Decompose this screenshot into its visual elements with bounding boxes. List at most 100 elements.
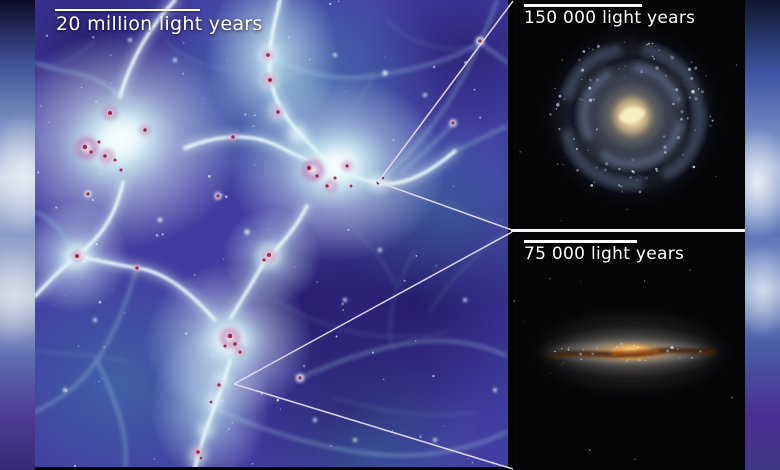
star-speckle	[687, 67, 692, 72]
star-speckle	[562, 163, 565, 166]
star-speckle	[647, 356, 649, 359]
star-speckle	[392, 139, 395, 142]
star-speckle	[81, 254, 83, 256]
star-speckle	[590, 184, 593, 187]
star-speckle	[135, 51, 138, 54]
star-speckle	[680, 256, 683, 259]
star-speckle	[435, 264, 438, 268]
star-speckle	[220, 193, 223, 196]
star-speckle	[558, 128, 561, 131]
star-speckle	[581, 68, 585, 72]
star-speckle	[403, 279, 406, 282]
face-on-galaxy-art	[519, 24, 738, 222]
star-speckle	[615, 346, 618, 349]
star-speckle	[624, 65, 627, 68]
star-speckle	[639, 359, 642, 361]
star-speckle	[371, 351, 374, 354]
star-speckle	[620, 190, 623, 193]
star-speckle	[513, 300, 516, 302]
star-speckle	[573, 138, 576, 140]
star-speckle	[211, 354, 214, 357]
star-speckle	[98, 300, 102, 304]
star-speckle	[279, 408, 281, 410]
star-speckle	[575, 147, 579, 151]
star-speckle	[560, 219, 562, 222]
star-speckle	[287, 36, 290, 39]
star-speckle	[653, 57, 656, 60]
star-speckle	[95, 243, 99, 246]
star-speckle	[595, 128, 598, 131]
star-speckle	[561, 59, 564, 62]
star-speckle	[581, 78, 583, 81]
star-speckle	[73, 464, 77, 467]
star-speckle	[468, 458, 470, 460]
star-speckle	[564, 157, 566, 159]
star-speckle	[91, 198, 94, 202]
star-speckle	[276, 398, 280, 402]
scale-bar	[524, 4, 642, 7]
star-speckle	[700, 90, 705, 94]
star-speckle	[680, 109, 684, 114]
star-speckle	[429, 126, 431, 128]
star-speckle	[688, 96, 692, 99]
cluster-glows-layer	[57, 41, 389, 466]
star-speckle	[338, 0, 340, 2]
star-speckle	[596, 78, 599, 81]
star-speckle	[578, 58, 581, 61]
star-speckle	[637, 358, 641, 362]
star-speckle	[669, 55, 672, 57]
star-speckle	[554, 350, 556, 353]
star-speckle	[580, 358, 583, 360]
star-speckle	[582, 50, 586, 53]
star-speckle	[329, 2, 332, 5]
star-speckle	[694, 66, 698, 70]
star-speckle	[588, 98, 593, 102]
star-speckle	[631, 170, 634, 173]
star-speckle	[55, 206, 58, 209]
star-speckle	[679, 357, 681, 359]
star-speckle	[634, 458, 636, 461]
star-speckle	[563, 362, 565, 364]
star-speckle	[549, 372, 552, 374]
star-speckle	[622, 256, 625, 259]
star-speckle	[568, 346, 570, 348]
star-speckle	[152, 25, 155, 28]
star-speckle	[731, 396, 733, 399]
star-speckle	[618, 68, 620, 70]
star-speckle	[735, 64, 738, 66]
star-speckle	[592, 98, 596, 101]
star-speckle	[252, 125, 255, 128]
star-speckle	[347, 228, 350, 231]
star-speckle	[153, 458, 155, 460]
star-speckle	[260, 393, 263, 395]
star-speckle	[415, 255, 418, 257]
star-speckle	[335, 335, 338, 338]
star-speckle	[691, 89, 695, 94]
star-speckle	[705, 75, 707, 77]
star-speckle	[560, 347, 563, 350]
star-speckle	[574, 123, 576, 125]
star-speckle	[709, 124, 712, 127]
star-speckle	[665, 74, 667, 77]
star-speckle	[626, 361, 628, 363]
star-speckle	[556, 163, 559, 165]
star-speckle	[202, 97, 205, 99]
star-speckle	[672, 103, 675, 105]
star-speckle	[65, 295, 67, 297]
star-speckle	[623, 41, 626, 43]
star-speckle	[663, 150, 667, 154]
star-speckle	[697, 88, 700, 90]
star-speckle	[276, 2, 280, 6]
edge-on-galaxy-panel: 75 000 light years	[513, 232, 745, 470]
star-speckle	[95, 100, 98, 103]
star-speckle	[619, 184, 623, 188]
star-speckle	[678, 52, 679, 54]
edge-on-galaxy-art	[513, 256, 733, 461]
star-speckle	[244, 113, 247, 116]
star-speckle	[670, 56, 675, 60]
star-speckle	[655, 170, 658, 173]
star-speckle	[638, 190, 642, 194]
star-speckle	[648, 42, 650, 45]
star-speckle	[81, 87, 83, 89]
